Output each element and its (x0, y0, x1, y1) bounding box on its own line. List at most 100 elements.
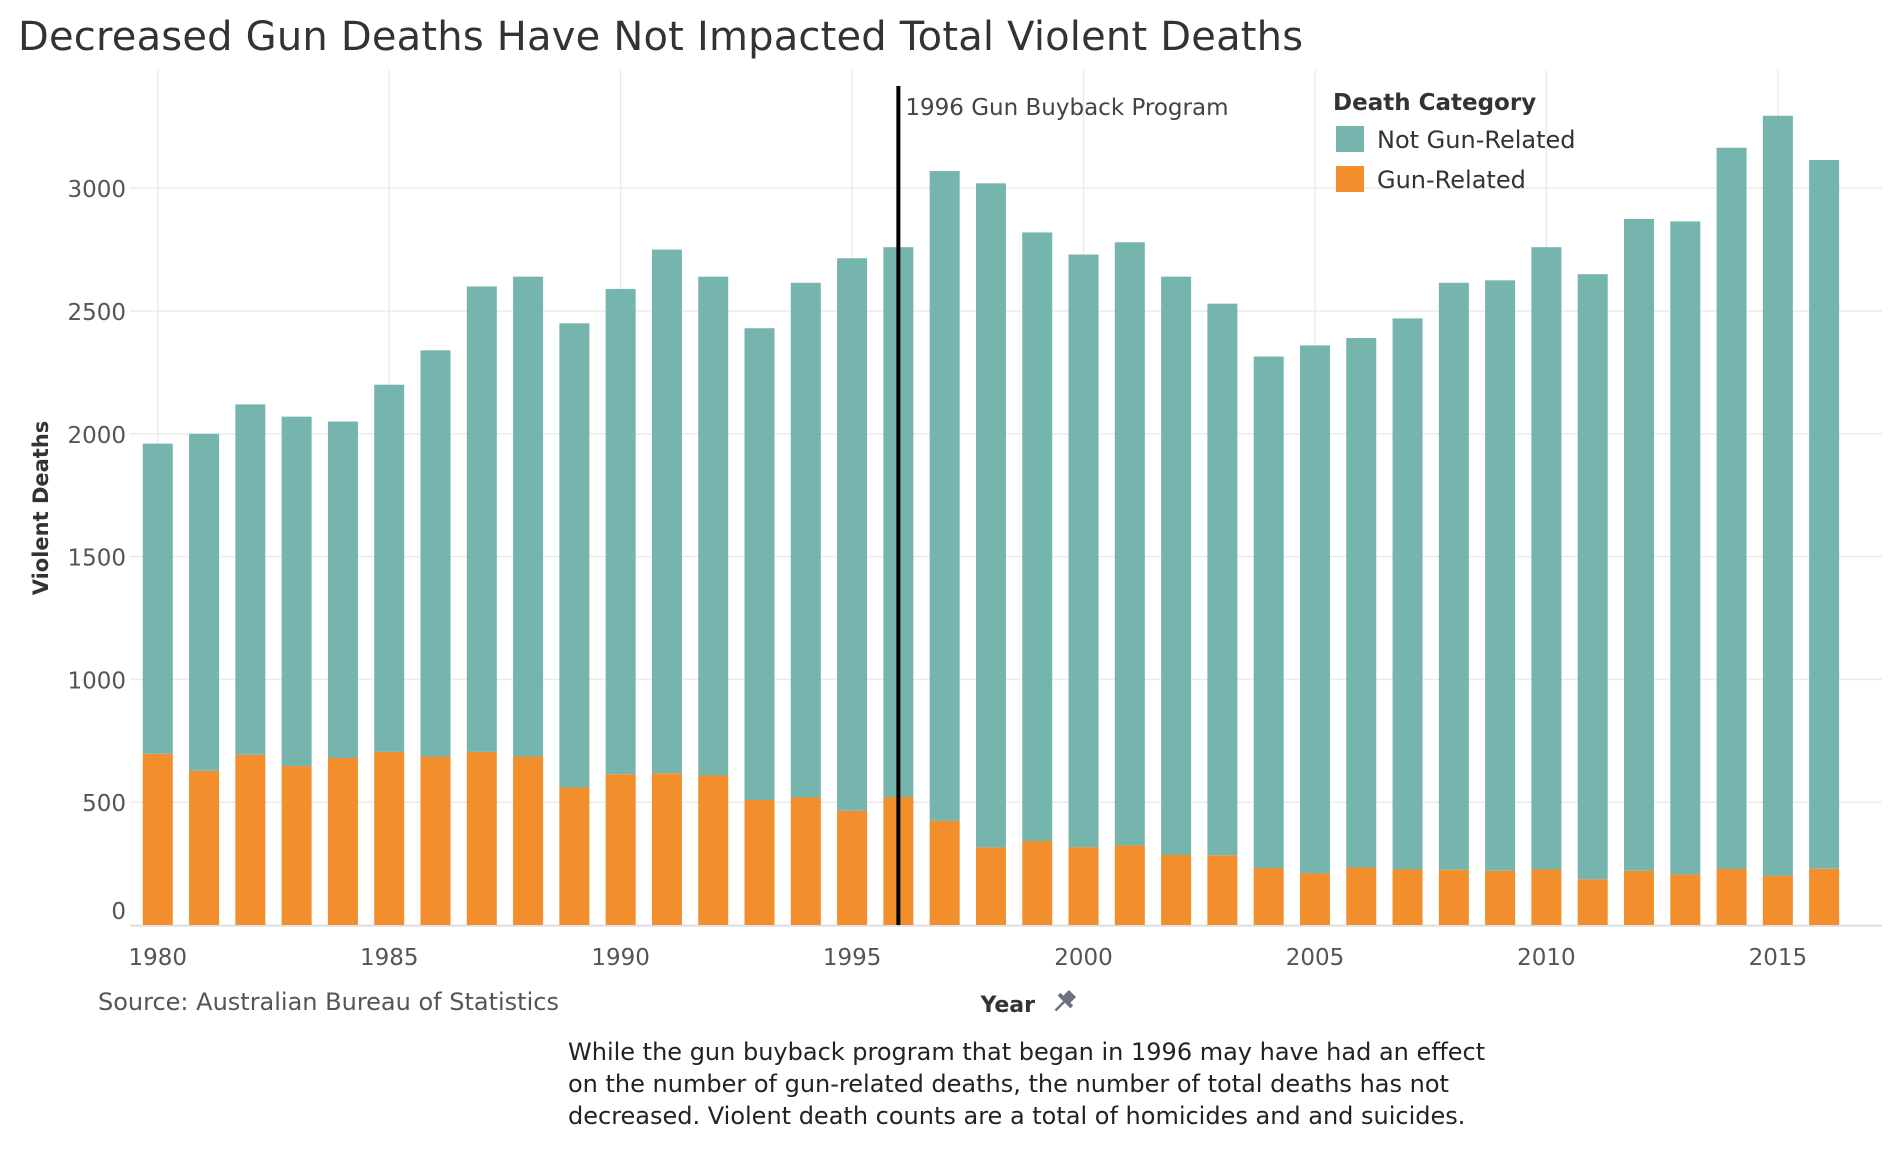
bar-not-gun-related (651, 249, 682, 774)
legend-swatch (1336, 126, 1364, 152)
y-tick-label: 0 (111, 899, 126, 925)
bar-gun-related (235, 754, 266, 925)
bar-gun-related (1068, 847, 1099, 925)
bar-not-gun-related (1392, 318, 1423, 870)
legend-label: Gun-Related (1377, 166, 1526, 194)
pin-icon-needle (1054, 1001, 1065, 1012)
bar-gun-related (1670, 874, 1701, 925)
source-note: Source: Australian Bureau of Statistics (98, 988, 559, 1016)
caption-line: decreased. Violent death counts are a to… (568, 1102, 1466, 1130)
pin-icon-collar (1057, 992, 1074, 1009)
bar-gun-related (1623, 870, 1654, 925)
bar-not-gun-related (790, 282, 821, 798)
bar-gun-related (651, 773, 682, 925)
caption-line: While the gun buyback program that began… (568, 1038, 1486, 1066)
x-tick-label: 2010 (1517, 945, 1576, 971)
bar-gun-related (1485, 870, 1516, 925)
legend-title: Death Category (1333, 90, 1536, 116)
bar-gun-related (1531, 869, 1562, 925)
bar-not-gun-related (374, 384, 405, 752)
bar-gun-related (1346, 867, 1377, 925)
bar-gun-related (929, 820, 960, 925)
bar-gun-related (1809, 868, 1840, 925)
bar-not-gun-related (1161, 276, 1192, 856)
bar-gun-related (281, 766, 312, 925)
pin-icon-head (1062, 989, 1077, 1004)
bar-gun-related (420, 756, 451, 925)
y-tick-label: 3000 (67, 177, 126, 203)
bar-gun-related (1716, 869, 1747, 925)
bar-gun-related (142, 753, 173, 925)
bar-gun-related (1022, 841, 1053, 925)
bar-gun-related (1392, 869, 1423, 925)
pin-icon[interactable] (1049, 987, 1079, 1017)
bar-gun-related (744, 799, 775, 925)
caption-note: While the gun buyback program that began… (568, 1036, 1486, 1132)
bar-not-gun-related (559, 323, 590, 788)
x-tick-label: 1985 (360, 945, 419, 971)
bar-gun-related (837, 810, 868, 925)
bar-gun-related (790, 797, 821, 925)
bar-not-gun-related (1623, 218, 1654, 871)
bar-gun-related (327, 758, 358, 925)
bar-gun-related (1438, 869, 1469, 925)
bar-not-gun-related (142, 443, 173, 754)
bar-not-gun-related (281, 416, 312, 767)
legend-swatch (1336, 166, 1364, 192)
caption-line: on the number of gun-related deaths, the… (568, 1070, 1449, 1098)
bar-not-gun-related (1068, 254, 1099, 848)
y-tick-label: 2000 (67, 423, 126, 449)
bar-not-gun-related (1207, 303, 1238, 856)
axis-layer: 0 500 1000 1500 2000 2500 3000 1980 1985 1990 1995… (29, 177, 1882, 1018)
bar-not-gun-related (327, 421, 358, 758)
x-tick-label: 1980 (128, 945, 187, 971)
bar-gun-related (1577, 879, 1608, 925)
y-tick-label: 2500 (67, 300, 126, 326)
bar-gun-related (1207, 855, 1238, 925)
bar-not-gun-related (837, 258, 868, 811)
bar-gun-related (466, 751, 497, 925)
bar-gun-related (513, 756, 544, 925)
bar-not-gun-related (1299, 345, 1330, 874)
y-tick-label: 1500 (67, 546, 126, 572)
x-tick-label: 2005 (1286, 945, 1345, 971)
bar-not-gun-related (420, 350, 451, 757)
bar-not-gun-related (929, 171, 960, 821)
legend: Death Category Not Gun-Related Gun-Related (1333, 90, 1576, 194)
bar-not-gun-related (1253, 356, 1284, 869)
x-tick-label: 1990 (591, 945, 650, 971)
bar-gun-related (1114, 845, 1145, 925)
x-tick-label: 2015 (1749, 945, 1808, 971)
bar-gun-related (975, 847, 1006, 925)
bar-not-gun-related (1670, 221, 1701, 875)
bar-gun-related (605, 774, 636, 925)
y-tick-label: 1000 (67, 668, 126, 694)
annotation-layer: 1996 Gun Buyback Program (896, 86, 1229, 925)
bar-not-gun-related (1809, 159, 1840, 869)
bar-gun-related (1253, 868, 1284, 925)
bar-not-gun-related (466, 286, 497, 752)
legend-label: Not Gun-Related (1377, 126, 1576, 154)
x-axis-label: Year (979, 993, 1035, 1018)
bar-gun-related (1161, 855, 1192, 925)
bars-layer (142, 115, 1840, 925)
bar-not-gun-related (698, 276, 729, 776)
reference-line-label: 1996 Gun Buyback Program (905, 95, 1228, 121)
chart-title: Decreased Gun Deaths Have Not Impacted T… (18, 14, 1304, 60)
bar-gun-related (1762, 875, 1793, 925)
bar-not-gun-related (1114, 242, 1145, 846)
bar-not-gun-related (235, 404, 266, 755)
y-tick-label: 500 (82, 791, 126, 817)
bar-not-gun-related (1716, 147, 1747, 870)
bar-not-gun-related (975, 183, 1006, 848)
bar-not-gun-related (189, 433, 220, 771)
bar-gun-related (698, 775, 729, 925)
bar-not-gun-related (605, 288, 636, 775)
bar-not-gun-related (1531, 247, 1562, 870)
bar-gun-related (189, 770, 220, 925)
x-tick-label: 2000 (1054, 945, 1113, 971)
x-tick-label: 1995 (823, 945, 882, 971)
bar-not-gun-related (1485, 280, 1516, 871)
